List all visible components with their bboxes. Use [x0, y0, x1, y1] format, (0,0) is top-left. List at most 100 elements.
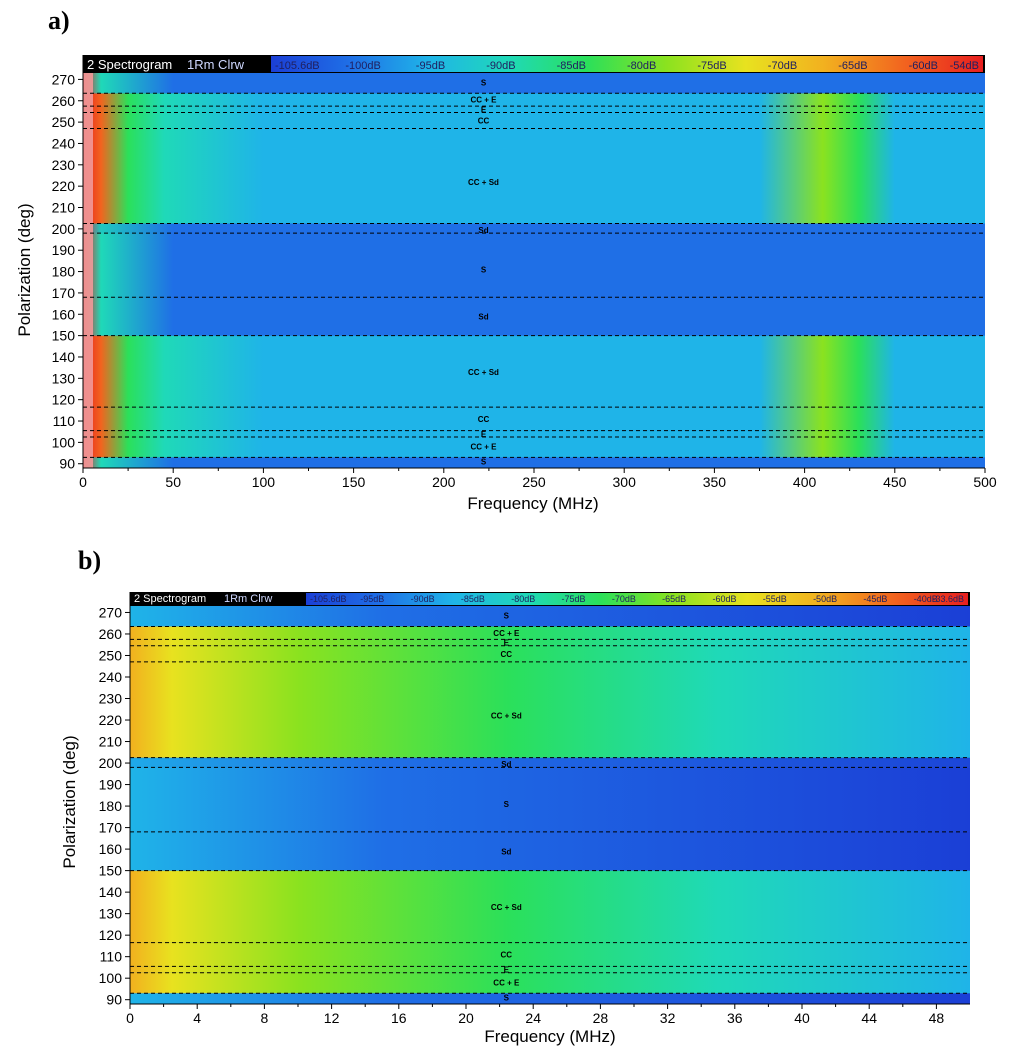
x-tick-label: 8: [261, 1010, 269, 1026]
region-label: CC + Sd: [468, 178, 499, 187]
y-tick-label: 90: [106, 992, 122, 1008]
x-axis: 0 4 8 12 16 20 24 28 32 36 40 44 48: [126, 1003, 970, 1026]
y-tick-label: 270: [52, 71, 76, 87]
y-tick-label: 160: [52, 306, 76, 322]
colorbar-tick-label: -33.6dB: [932, 594, 964, 604]
y-tick-label: 130: [99, 906, 123, 922]
region-label: S: [481, 79, 487, 88]
spectrogram-band: [130, 626, 970, 640]
x-tick-label: 250: [522, 474, 546, 490]
colorbar-tick-label: -75dB: [562, 594, 586, 604]
spectrogram-band: [130, 639, 970, 646]
y-tick-label: 160: [99, 841, 123, 857]
spectrogram-band: [130, 870, 970, 943]
region-label: E: [504, 966, 510, 975]
x-tick-label: 350: [703, 474, 727, 490]
y-tick-label: 170: [52, 285, 76, 301]
colorbar-tick-label: -50dB: [813, 594, 837, 604]
y-tick-label: 260: [52, 93, 76, 109]
spectrogram-band: [130, 645, 970, 662]
colorbar-tick-label: -70dB: [768, 60, 797, 72]
spectrogram-band: [130, 966, 970, 973]
colorbar-tick-label: -75dB: [697, 60, 726, 72]
colorbar-tick-label: -65dB: [662, 594, 686, 604]
region-label: CC + Sd: [491, 712, 522, 721]
spectrogram-band: [83, 233, 985, 298]
x-tick-label: 4: [193, 1010, 201, 1026]
y-tick-label: 220: [99, 712, 123, 728]
y-axis-label: Polarization (deg): [15, 203, 34, 336]
mode-label: 1Rm Clrw: [187, 57, 245, 72]
colorbar-tick-label: -54dB: [950, 60, 979, 72]
x-tick-label: 300: [613, 474, 637, 490]
spectrogram-band: [83, 73, 985, 94]
spectrogram-band: [130, 757, 970, 768]
y-tick-label: 140: [99, 884, 123, 900]
x-tick-label: 150: [342, 474, 366, 490]
x-tick-label: 20: [458, 1010, 474, 1026]
spectrogram-band: [83, 437, 985, 458]
spectrogram-band: [83, 335, 985, 408]
region-label: S: [481, 265, 487, 274]
region-label: Sd: [478, 312, 488, 321]
y-tick-label: 110: [100, 949, 123, 965]
region-label: CC: [478, 415, 490, 424]
x-tick-label: 0: [126, 1010, 134, 1026]
spectrogram-band: [130, 993, 970, 1004]
header-strip: 2 Spectrogram 1Rm Clrw -105.6dB -100dB -95dB…: [83, 55, 985, 73]
colorbar-tick-label: -55dB: [763, 594, 787, 604]
colorbar-tick-label: -60dB: [712, 594, 736, 604]
spectrogram-band: [83, 223, 985, 234]
x-tick-label: 40: [794, 1010, 810, 1026]
x-axis-label: Frequency (MHz): [484, 1027, 615, 1046]
colorbar-tick-label: -65dB: [838, 60, 867, 72]
colorbar: [306, 593, 968, 605]
x-tick-label: 32: [660, 1010, 676, 1026]
panel-label: b): [78, 546, 102, 575]
region-label: CC + E: [493, 978, 520, 987]
x-tick-label: 400: [793, 474, 817, 490]
region-label: S: [504, 800, 510, 809]
x-tick-label: 48: [929, 1010, 945, 1026]
y-tick-label: 250: [99, 647, 123, 663]
region-label: Sd: [478, 226, 488, 235]
colorbar-tick-label: -85dB: [557, 60, 586, 72]
y-tick-label: 260: [99, 626, 123, 642]
colorbar-tick-label: -80dB: [511, 594, 535, 604]
colorbar-tick-label: -85dB: [461, 594, 485, 604]
x-tick-label: 16: [391, 1010, 407, 1026]
y-tick-label: 100: [99, 970, 123, 986]
trace-label: 2 Spectrogram: [134, 593, 206, 605]
y-tick-label: 230: [52, 157, 76, 173]
region-label: CC: [478, 116, 490, 125]
spectrogram-band: [130, 767, 970, 832]
x-tick-label: 12: [324, 1010, 340, 1026]
mode-label: 1Rm Clrw: [224, 593, 272, 605]
y-tick-label: 110: [53, 413, 76, 429]
y-axis: 90 100 110 120 130 140 150 160 170 180 190 200 210 22…: [99, 592, 131, 1008]
x-tick-label: 24: [525, 1010, 541, 1026]
region-label: E: [504, 639, 510, 648]
y-tick-label: 210: [52, 200, 76, 216]
y-tick-label: 140: [52, 349, 76, 365]
colorbar-tick-label: -95dB: [416, 60, 445, 72]
y-tick-label: 170: [99, 820, 123, 836]
colorbar-tick-label: -105.6dB: [310, 594, 347, 604]
region-label: S: [504, 994, 510, 1003]
x-tick-label: 0: [79, 474, 87, 490]
spectrogram-band: [83, 106, 985, 113]
spectrogram-band: [83, 430, 985, 438]
plot-area: [83, 73, 985, 468]
region-label: CC + E: [470, 443, 497, 452]
x-tick-label: 28: [593, 1010, 609, 1026]
region-label: E: [481, 105, 487, 114]
y-tick-label: 190: [52, 242, 76, 258]
spectrogram-band: [83, 407, 985, 431]
spectrogram-band: [83, 457, 985, 468]
colorbar-tick-label: -100dB: [345, 60, 380, 72]
y-tick-label: 100: [52, 434, 76, 450]
spectrogram-band: [130, 831, 970, 871]
x-axis-label: Frequency (MHz): [467, 494, 598, 513]
x-tick-label: 44: [861, 1010, 877, 1026]
spectrogram-band: [130, 661, 970, 758]
